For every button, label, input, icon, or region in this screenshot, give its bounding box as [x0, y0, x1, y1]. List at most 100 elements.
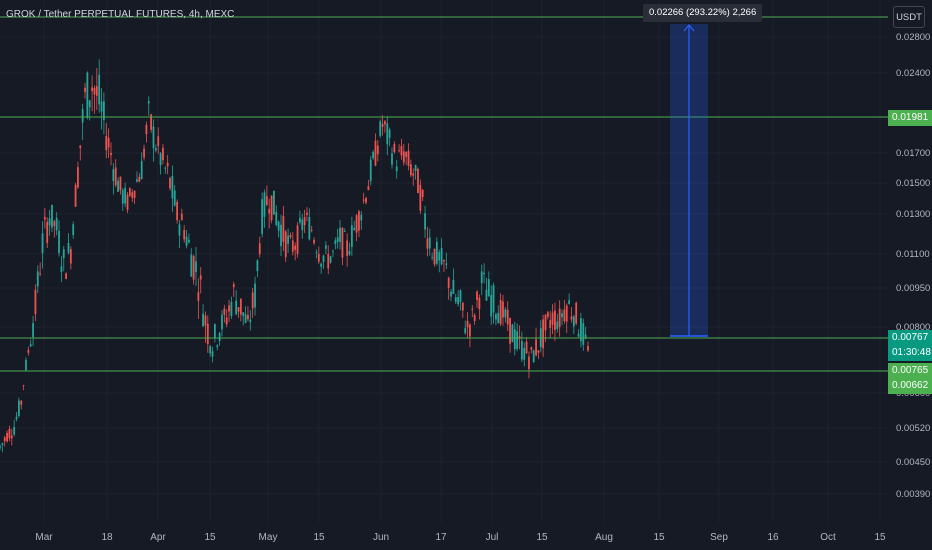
candle-body: [570, 316, 573, 320]
currency-button[interactable]: USDT: [893, 6, 925, 28]
candle-body: [332, 250, 334, 252]
candle-body: [367, 186, 370, 191]
candle-body: [131, 192, 134, 198]
candle-body: [374, 140, 377, 166]
candle-body: [320, 263, 323, 267]
candle-body: [426, 238, 429, 249]
candle-body: [277, 221, 280, 231]
candle-body: [308, 217, 311, 240]
candle-body: [39, 273, 42, 275]
candle-body: [251, 292, 254, 309]
candle-body: [509, 317, 511, 344]
candle-body: [398, 150, 400, 152]
time-tick-label: 15: [536, 532, 548, 543]
candle-body: [53, 221, 56, 226]
candle-body: [273, 190, 275, 215]
candle-body: [523, 348, 526, 360]
candle-body: [476, 291, 478, 300]
candle-body: [145, 124, 148, 135]
candle-body: [62, 249, 65, 259]
candle-body: [117, 180, 119, 192]
candle-body: [192, 256, 195, 280]
candle-body: [164, 167, 167, 169]
candle-body: [471, 308, 474, 310]
time-tick-label: Sep: [710, 532, 728, 543]
candle-body: [114, 167, 117, 186]
time-tick-label: 15: [204, 532, 216, 543]
candle-body: [587, 346, 589, 351]
candle-body: [495, 314, 497, 320]
candle-body: [228, 305, 230, 312]
candle-body: [8, 428, 11, 439]
price-tick-label: 0.00800: [896, 322, 930, 333]
candle-body: [67, 242, 70, 253]
candle-body: [195, 261, 197, 273]
candle-body: [369, 159, 372, 182]
candle-body: [412, 173, 415, 176]
candle-body: [443, 260, 445, 262]
candle-body: [582, 323, 585, 345]
candle-body: [143, 148, 145, 158]
candle-body: [199, 275, 202, 280]
candle-body: [556, 321, 559, 329]
candle-body: [478, 297, 481, 310]
candle-body: [270, 195, 273, 221]
candle-body: [296, 225, 299, 254]
candles: [0, 59, 589, 453]
candle-body: [452, 279, 455, 294]
candle-body: [549, 320, 552, 328]
time-tick-label: Apr: [150, 532, 166, 543]
horizontal-levels[interactable]: [0, 16, 888, 372]
candle-body: [324, 245, 327, 249]
candle-body: [162, 147, 164, 161]
candle-body: [128, 188, 131, 196]
candle-body: [29, 344, 32, 347]
candle-body: [216, 345, 219, 348]
candle-body: [303, 217, 306, 226]
candle-body: [95, 86, 98, 96]
candle-body: [480, 271, 483, 284]
candle-body: [497, 312, 500, 324]
candle-body: [124, 187, 127, 204]
candle-body: [405, 152, 408, 157]
candle-body: [112, 169, 115, 182]
time-tick-label: Oct: [820, 532, 836, 543]
price-tick-label: 0.02400: [896, 68, 930, 79]
candle-body: [516, 331, 519, 349]
chart-title: GROK / Tether PERPETUAL FUTURES, 4h, MEX…: [6, 9, 235, 20]
candle-body: [469, 324, 471, 337]
candle-body: [77, 167, 79, 188]
candle-body: [173, 190, 176, 206]
candle-body: [393, 144, 396, 153]
candle-body: [502, 301, 504, 318]
price-axis[interactable]: 0.02800 0.02400 0.01700 0.01500 0.01300 0.011…: [896, 32, 930, 500]
candle-body: [492, 285, 495, 313]
candle-body: [346, 240, 349, 256]
candle-body: [350, 225, 353, 248]
candle-body: [289, 234, 292, 238]
candle-body: [459, 290, 462, 302]
grid: [0, 0, 888, 522]
time-axis[interactable]: Mar 18 Apr 15 May 15 Jun 17 Jul 15 Aug 15 Sep 16 Oct 15: [35, 532, 886, 543]
candle-body: [546, 312, 549, 317]
candle-body: [447, 277, 450, 288]
candle-body: [322, 255, 325, 262]
candle-body: [473, 315, 476, 322]
price-label-last: 0.00767: [888, 330, 932, 346]
candle-body: [291, 240, 294, 252]
candle-body: [577, 333, 580, 337]
candle-body: [348, 250, 351, 255]
measure-range[interactable]: [670, 24, 708, 337]
candle-body: [34, 289, 37, 315]
candle-body: [294, 245, 297, 250]
price-tick-label: 0.01300: [896, 209, 930, 220]
candle-body: [244, 314, 247, 323]
candle-body: [166, 162, 169, 167]
candle-body: [535, 339, 537, 356]
candle-body: [154, 148, 157, 151]
candle-body: [343, 231, 346, 232]
price-tick-label: 0.01500: [896, 178, 930, 189]
candle-body: [372, 151, 375, 159]
candle-body: [417, 168, 419, 193]
